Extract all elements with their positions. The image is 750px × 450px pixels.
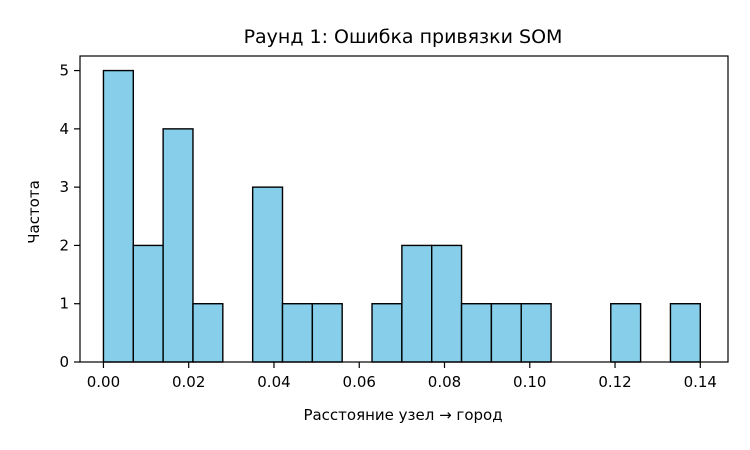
chart-title: Раунд 1: Ошибка привязки SOM xyxy=(244,26,563,48)
histogram-bar-19 xyxy=(669,303,701,363)
histogram-bars xyxy=(102,69,701,363)
x-tick-label: 0.14 xyxy=(684,373,717,391)
x-tick-label: 0.08 xyxy=(428,373,461,391)
x-tick-label: 0.04 xyxy=(257,373,290,391)
histogram-bar-13 xyxy=(490,303,522,363)
x-axis-label: Расстояние узел → город xyxy=(303,406,502,424)
histogram-bar-10 xyxy=(401,244,433,363)
y-tick-label: 0 xyxy=(59,353,69,371)
x-tick-label: 0.00 xyxy=(87,373,120,391)
histogram-bar-2 xyxy=(162,128,194,363)
histogram-bar-5 xyxy=(251,186,284,363)
x-tick-label: 0.10 xyxy=(513,373,546,391)
histogram-bar-9 xyxy=(371,303,403,363)
histogram-bar-12 xyxy=(460,303,493,363)
histogram-bar-6 xyxy=(281,303,314,363)
y-axis-label: Частота xyxy=(25,180,43,244)
y-tick-label: 4 xyxy=(59,120,69,138)
x-tick-label: 0.02 xyxy=(172,373,205,391)
histogram-bar-11 xyxy=(431,244,463,363)
plot-area-frame xyxy=(79,55,729,363)
y-tick-label: 1 xyxy=(59,295,69,313)
histogram-bar-7 xyxy=(311,303,343,363)
y-tick-label: 5 xyxy=(59,62,69,80)
y-tick-label: 3 xyxy=(59,178,69,196)
histogram-bar-14 xyxy=(520,303,552,363)
x-tick-label: 0.12 xyxy=(598,373,631,391)
histogram-bar-17 xyxy=(610,303,642,363)
x-axis-ticks: 0.00 0.02 0.04 0.06 0.08 0.10 0.12 0.14 xyxy=(87,362,717,391)
y-tick-label: 2 xyxy=(59,236,69,254)
histogram-bar-1 xyxy=(132,244,164,363)
histogram-bar-0 xyxy=(102,69,134,363)
y-axis-ticks: 0 1 2 3 4 5 xyxy=(59,62,80,371)
x-tick-label: 0.06 xyxy=(343,373,376,391)
histogram-bar-3 xyxy=(192,303,224,363)
